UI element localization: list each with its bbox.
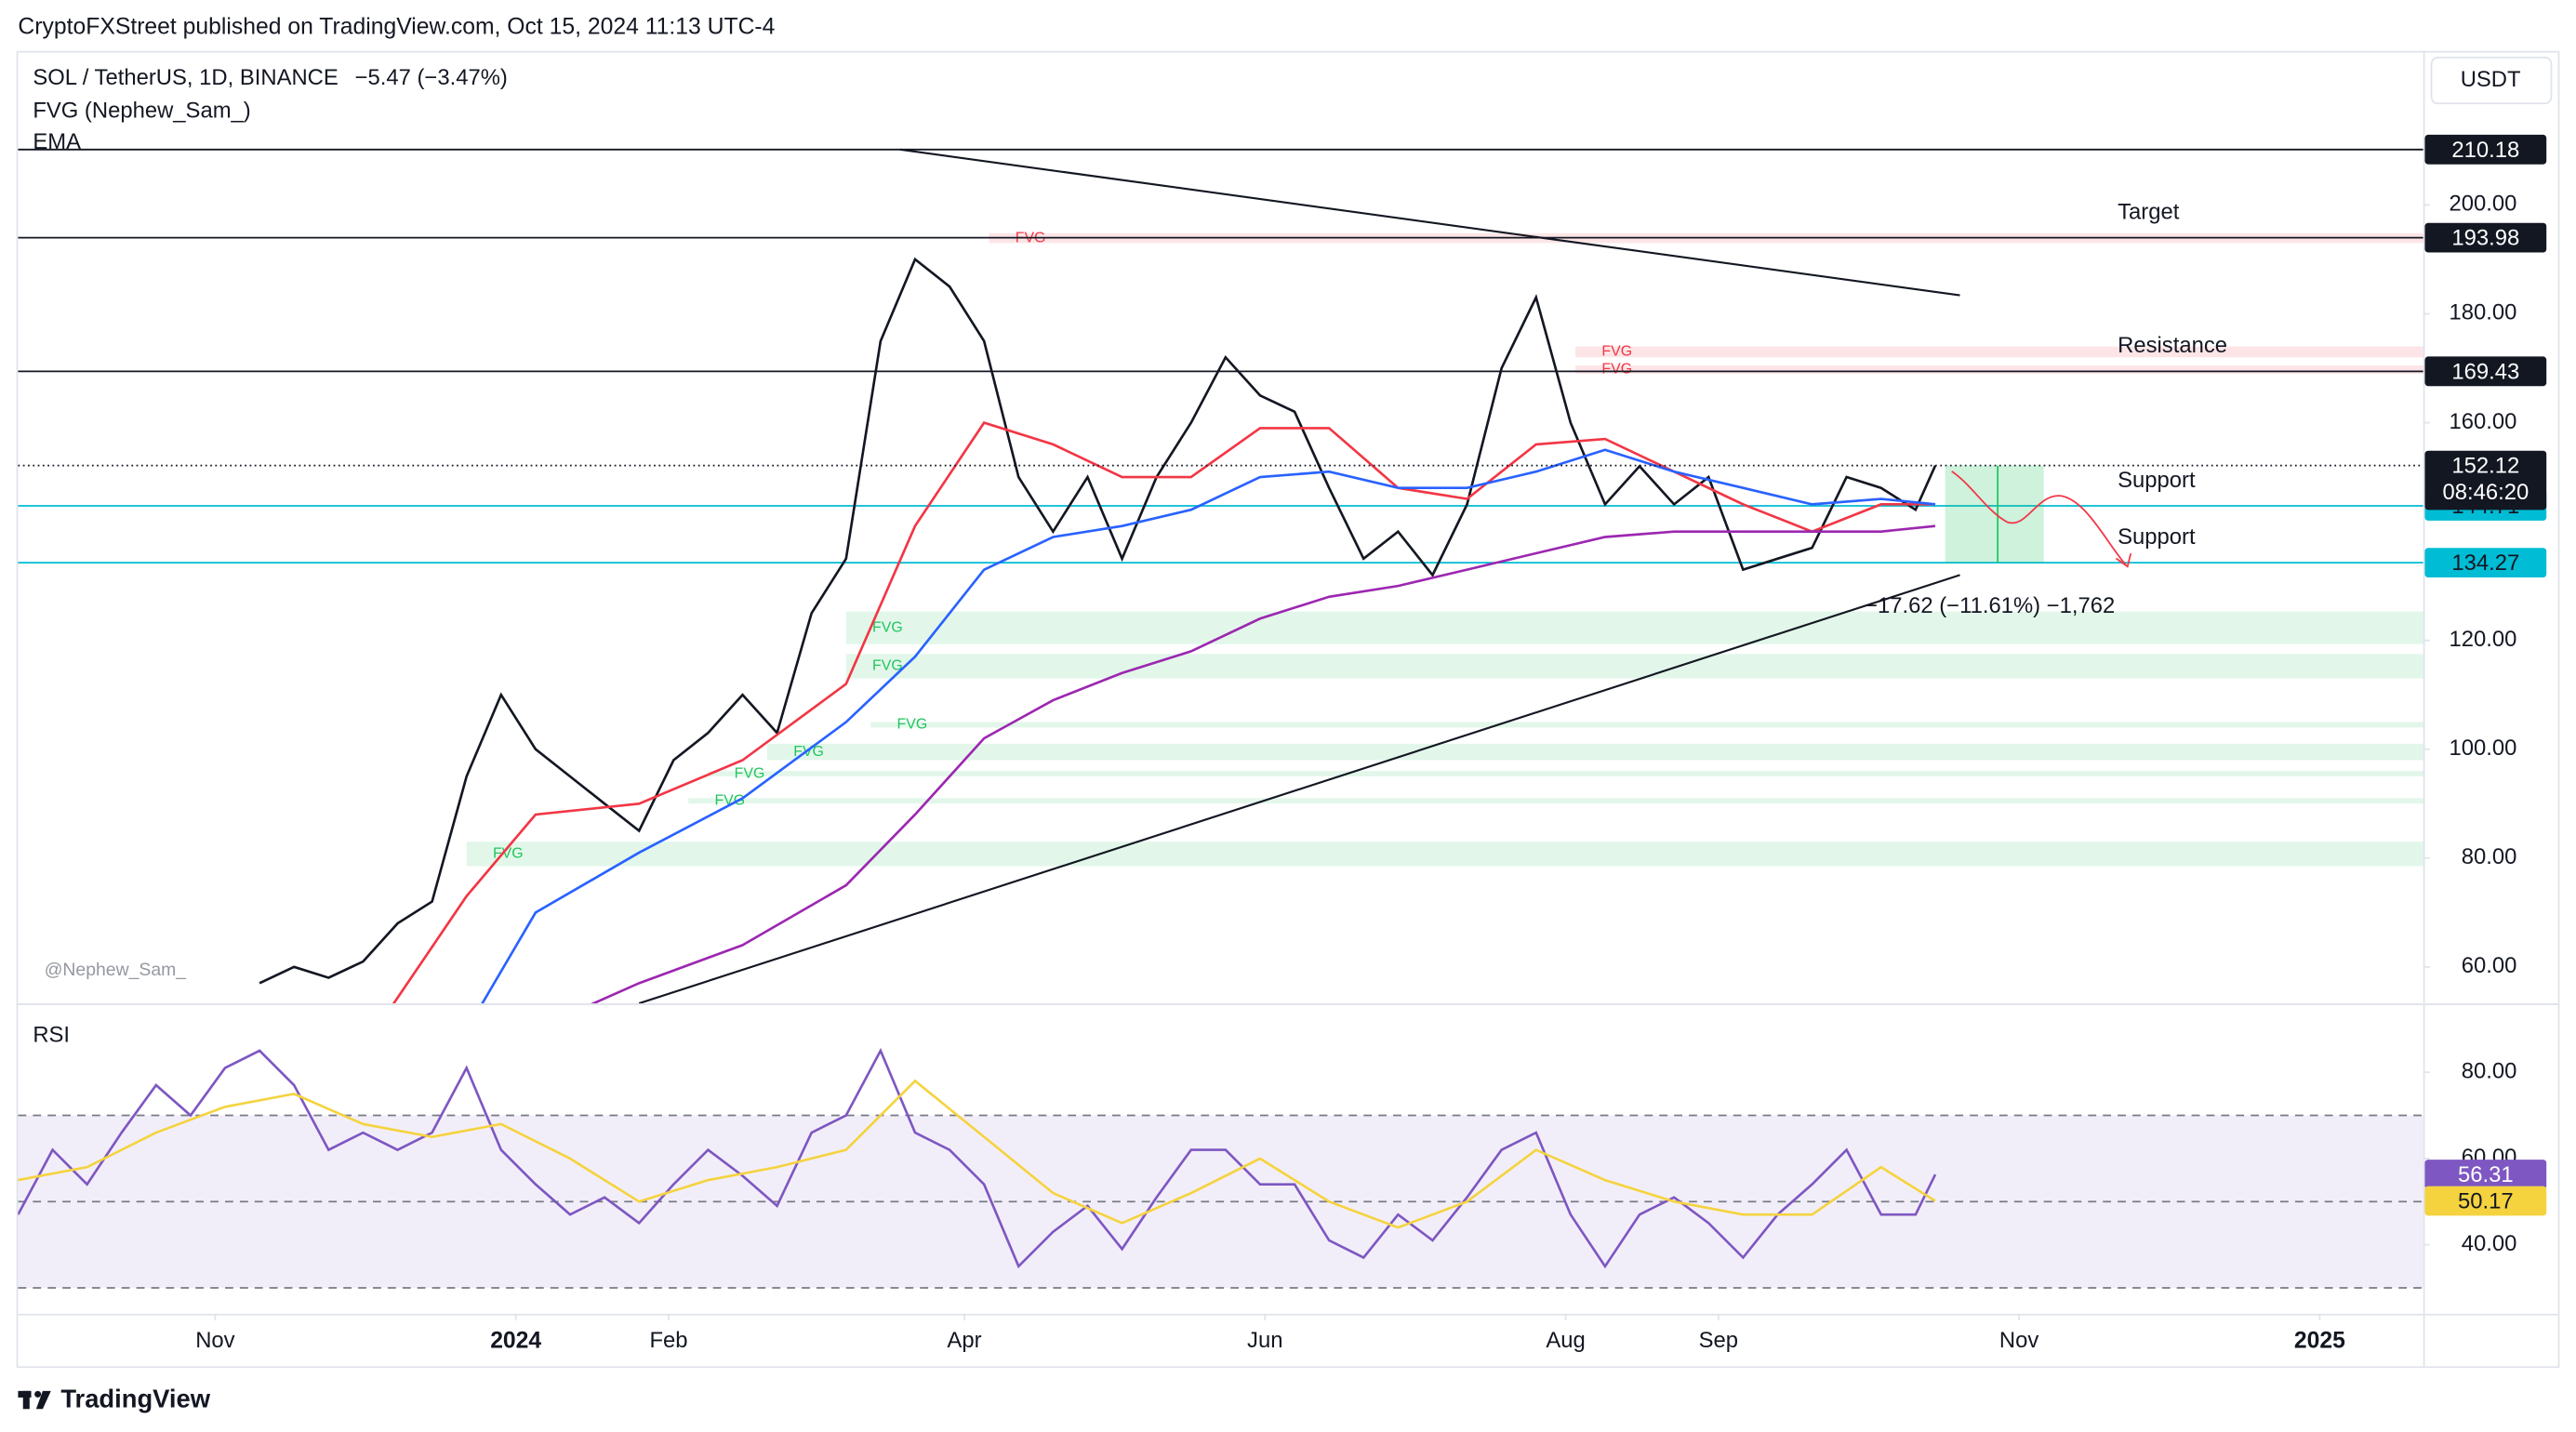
y-tick-label: 60.00 (2462, 953, 2517, 978)
projection-arrow (2115, 552, 2132, 568)
series-line (18, 1079, 1936, 1229)
indicator-label: FVG (Nephew_Sam_) (33, 98, 250, 123)
x-tick-label: Apr (947, 1328, 981, 1353)
fvg-label: FVG (714, 793, 745, 809)
y-tick-label: 100.00 (2450, 736, 2517, 761)
series-line (392, 421, 1936, 1004)
fvg-label: FVG (1601, 362, 1632, 378)
level-tag-bg (2424, 222, 2547, 253)
level-note: Support (2118, 524, 2196, 550)
measure-label: −17.62 (−11.61%) −1,762 (1865, 593, 2115, 618)
rsi-title: RSI (33, 1023, 70, 1048)
fvg-label: FVG (735, 765, 765, 781)
x-tick-label: 2024 (490, 1328, 541, 1353)
series-last-tag: 56.31 (2458, 1162, 2514, 1187)
fvg-zone (845, 611, 2423, 644)
y-tick-label: 180.00 (2450, 300, 2517, 325)
level-tag-bg (2424, 134, 2547, 165)
fvg-zone (1575, 346, 2423, 358)
x-tick-label: Nov (195, 1328, 234, 1353)
last-price-tag-bg (2424, 450, 2547, 510)
price-change: −5.47 (−3.47%) (355, 65, 508, 90)
fvg-zone (845, 654, 2423, 679)
fvg-zone (870, 722, 2423, 728)
projection-path (1951, 471, 2127, 566)
series-line (259, 257, 1937, 985)
brand-logo (18, 1390, 51, 1410)
indicator-label: EMA (33, 129, 81, 154)
level-tag-bg (2424, 548, 2547, 578)
measure-box (1945, 465, 2044, 564)
fvg-label: FVG (872, 658, 903, 674)
fvg-label: FVG (897, 717, 928, 733)
level-note: Target (2118, 199, 2180, 224)
watermark: @Nephew_Sam_ (45, 960, 188, 980)
series-line (590, 524, 1936, 1004)
chart-frame (16, 50, 2560, 1369)
x-tick-label: Feb (649, 1328, 687, 1353)
fvg-zone (766, 743, 2423, 761)
countdown: 08:46:20 (2442, 480, 2529, 505)
series-last-tag-bg (2424, 1186, 2547, 1216)
trendline (638, 574, 1960, 1004)
series-line (481, 448, 1936, 1004)
x-tick-label: Nov (1999, 1328, 2038, 1353)
y-tick-label: 40.00 (2462, 1231, 2517, 1256)
y-tick-label: 80.00 (2462, 1058, 2517, 1083)
y-tick-label: 200.00 (2450, 192, 2517, 217)
fvg-zone (708, 771, 2423, 776)
currency-button[interactable] (2430, 56, 2553, 105)
symbol-title: SOL / TetherUS, 1D, BINANCE (33, 65, 338, 90)
y-tick-label: 80.00 (2462, 844, 2517, 869)
fvg-label: FVG (1601, 344, 1632, 360)
last-price-tag: 152.12 (2451, 454, 2519, 479)
level-tag: 169.43 (2451, 359, 2519, 384)
x-tick-label: Jun (1247, 1328, 1282, 1353)
level-tag: 134.27 (2451, 550, 2519, 576)
x-tick-label: 2025 (2294, 1328, 2345, 1353)
y-tick-label: 120.00 (2450, 627, 2517, 652)
level-tag-bg (2424, 356, 2547, 387)
fvg-zone (466, 842, 2423, 867)
y-tick-label: 160.00 (2450, 409, 2517, 434)
fvg-zone (688, 798, 2423, 804)
level-note: Support (2118, 468, 2196, 493)
series-last-tag: 50.17 (2458, 1189, 2514, 1214)
level-tag: 193.98 (2451, 226, 2519, 251)
byline: CryptoFXStreet published on TradingView.… (18, 15, 775, 40)
trendline (899, 148, 1960, 297)
series-last-tag-bg (2424, 1160, 2547, 1189)
x-tick-label: Sep (1699, 1328, 1738, 1353)
fvg-zone (1575, 365, 2423, 374)
series-line (18, 1047, 1937, 1269)
brand: TradingView (60, 1385, 210, 1413)
level-tag: 210.18 (2451, 138, 2519, 163)
x-tick-label: Aug (1546, 1328, 1585, 1353)
currency-label[interactable]: USDT (2461, 67, 2521, 92)
fvg-label: FVG (872, 619, 903, 635)
level-note: Resistance (2118, 333, 2227, 358)
